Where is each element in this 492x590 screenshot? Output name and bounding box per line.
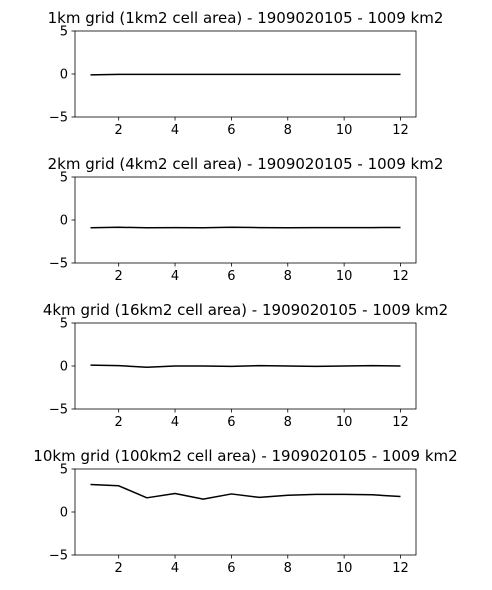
subplot-2: 2km grid (4km2 cell area) - 1909020105 -… — [48, 155, 444, 284]
y-tick-label: 5 — [60, 463, 68, 478]
x-tick-label: 12 — [392, 415, 409, 430]
y-tick-label: −5 — [49, 257, 68, 272]
x-tick-label: 8 — [284, 123, 292, 138]
x-tick-label: 2 — [115, 561, 123, 576]
x-tick-label: 12 — [392, 561, 409, 576]
chart-title: 1km grid (1km2 cell area) - 1909020105 -… — [48, 9, 444, 27]
x-tick-label: 6 — [227, 415, 235, 430]
y-tick-label: 0 — [60, 214, 68, 229]
x-tick-label: 6 — [227, 123, 235, 138]
subplot-3: 4km grid (16km2 cell area) - 1909020105 … — [43, 301, 448, 430]
x-tick-label: 6 — [227, 269, 235, 284]
x-tick-label: 2 — [115, 269, 123, 284]
y-tick-label: −5 — [49, 111, 68, 126]
chart-title: 10km grid (100km2 cell area) - 190902010… — [33, 447, 457, 465]
x-tick-label: 4 — [171, 123, 179, 138]
y-tick-label: 0 — [60, 68, 68, 83]
y-tick-label: 5 — [60, 25, 68, 40]
x-tick-label: 10 — [336, 561, 353, 576]
x-tick-label: 2 — [115, 123, 123, 138]
x-tick-label: 4 — [171, 415, 179, 430]
x-tick-label: 10 — [336, 269, 353, 284]
y-tick-label: 5 — [60, 171, 68, 186]
series-line-1 — [90, 364, 401, 369]
x-tick-label: 10 — [336, 123, 353, 138]
x-tick-label: 10 — [336, 415, 353, 430]
x-tick-label: 4 — [171, 561, 179, 576]
x-tick-label: 8 — [284, 415, 292, 430]
y-tick-label: −5 — [49, 403, 68, 418]
axes-frame — [74, 468, 417, 556]
y-tick-label: 5 — [60, 317, 68, 332]
x-tick-label: 12 — [392, 123, 409, 138]
x-tick-label: 12 — [392, 269, 409, 284]
x-tick-label: 8 — [284, 561, 292, 576]
series-line-1 — [90, 483, 401, 500]
axes-frame — [74, 176, 417, 264]
x-tick-label: 2 — [115, 415, 123, 430]
chart-title: 2km grid (4km2 cell area) - 1909020105 -… — [48, 155, 444, 173]
y-tick-label: −5 — [49, 549, 68, 564]
y-tick-label: 0 — [60, 360, 68, 375]
chart-title: 4km grid (16km2 cell area) - 1909020105 … — [43, 301, 448, 319]
x-tick-label: 4 — [171, 269, 179, 284]
subplot-4: 10km grid (100km2 cell area) - 190902010… — [33, 447, 457, 576]
subplot-1: 1km grid (1km2 cell area) - 1909020105 -… — [48, 9, 444, 138]
x-tick-label: 6 — [227, 561, 235, 576]
y-tick-label: 0 — [60, 506, 68, 521]
x-tick-label: 8 — [284, 269, 292, 284]
